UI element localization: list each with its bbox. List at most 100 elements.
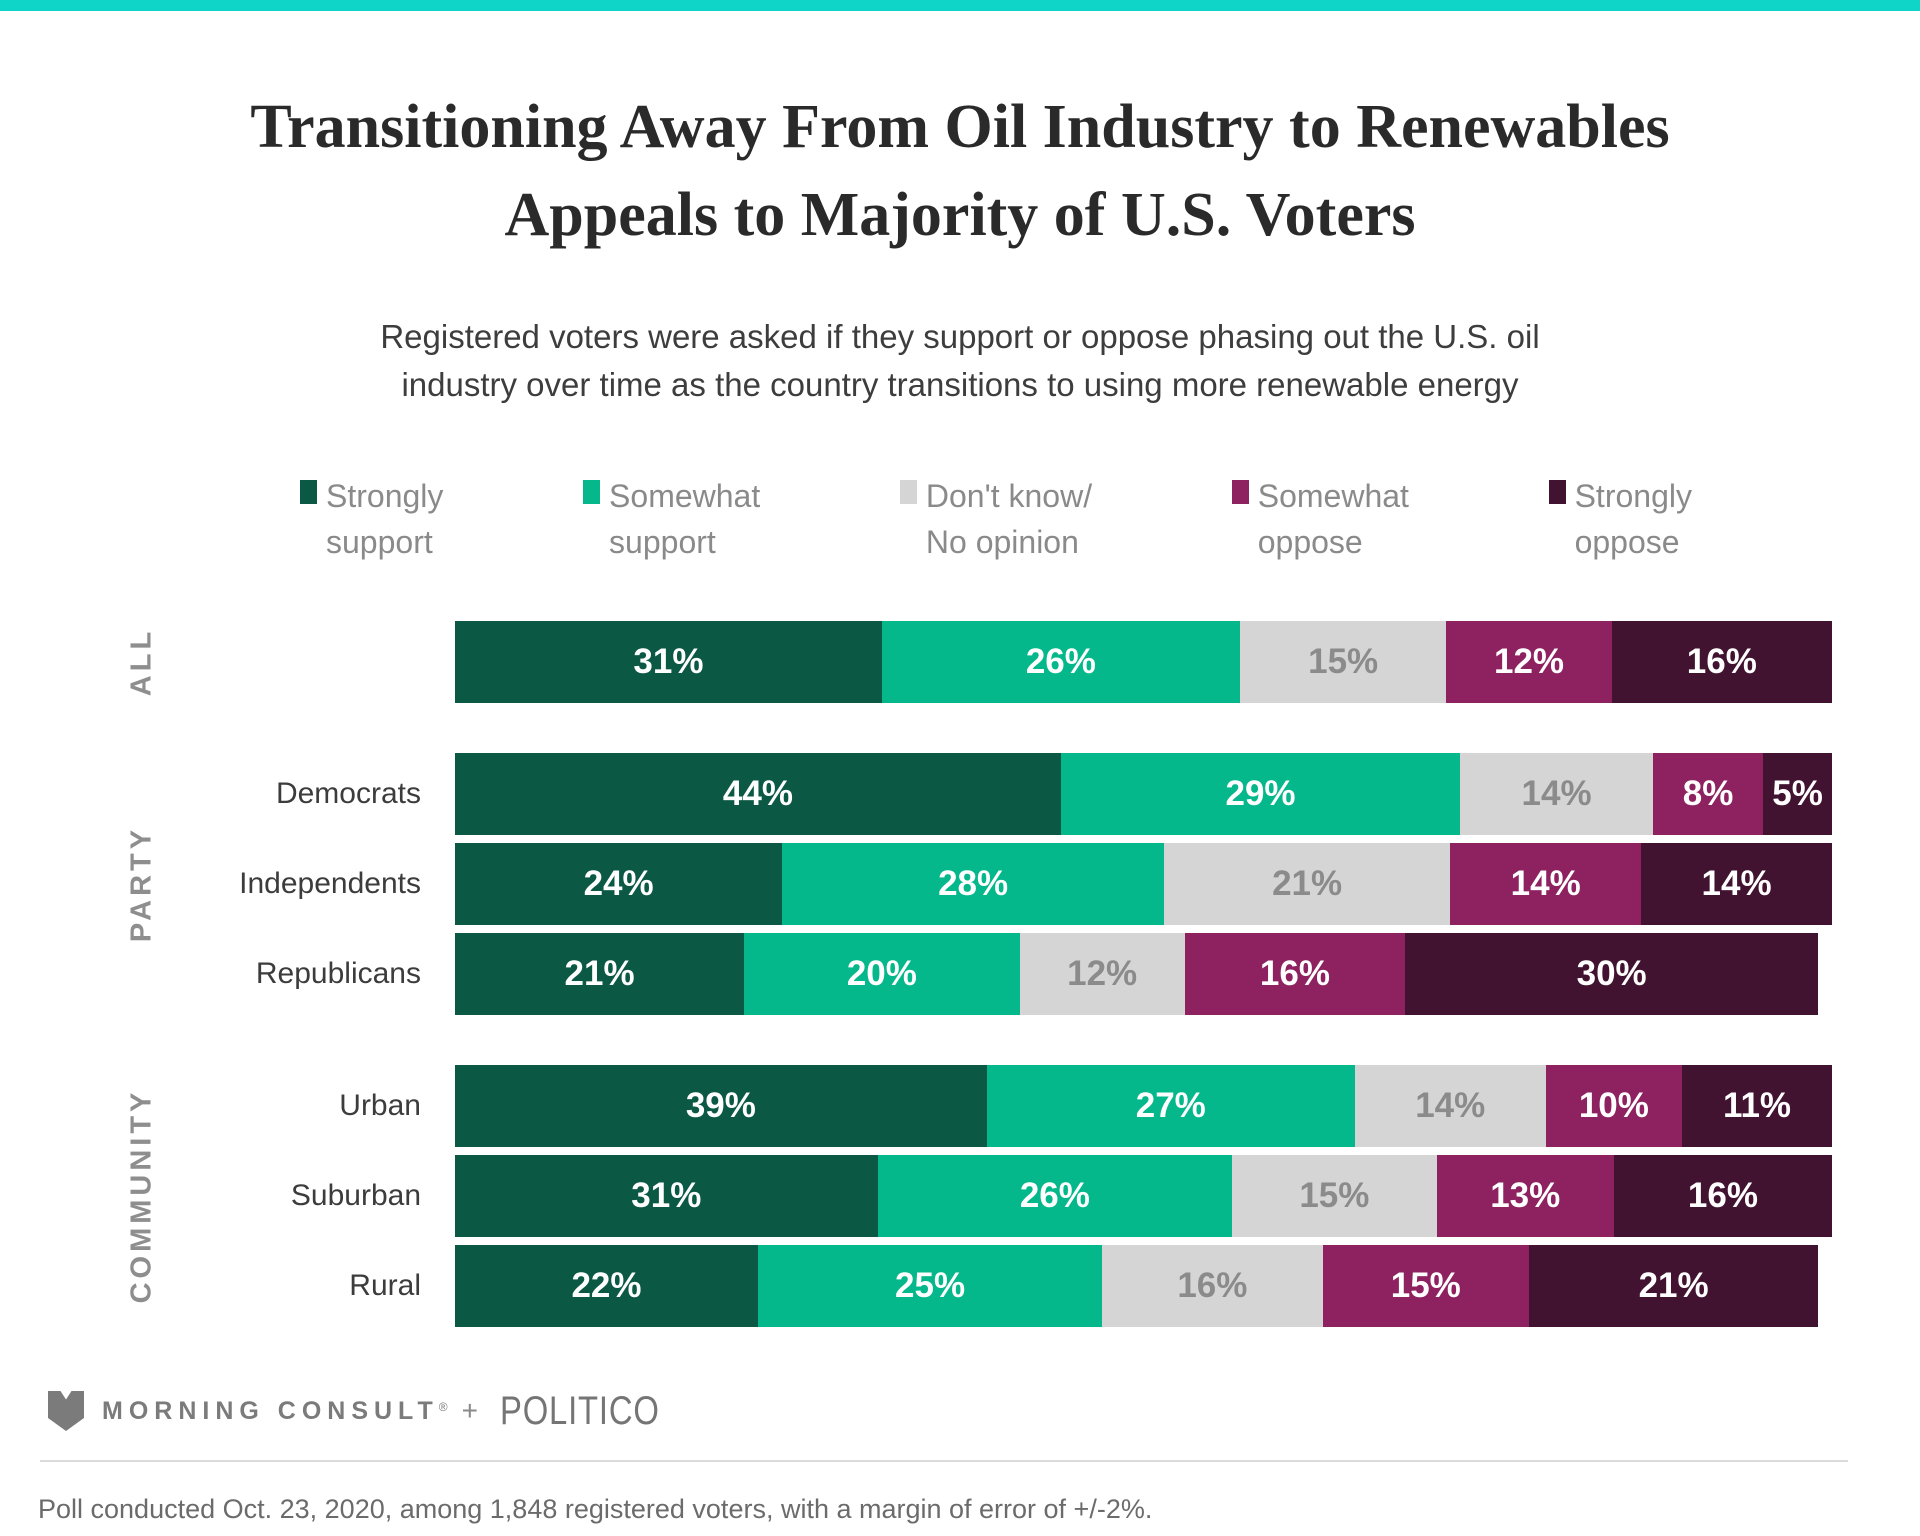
segment-value: 26% xyxy=(1019,1175,1090,1215)
legend-label: Strongly oppose xyxy=(1575,473,1692,565)
segment-value: 12% xyxy=(1494,641,1565,681)
bar-segment: 44% xyxy=(455,752,1061,835)
page-title: Transitioning Away From Oil Industry to … xyxy=(0,83,1920,259)
poll-methodology-note: Poll conducted Oct. 23, 2020, among 1,84… xyxy=(38,1493,1153,1524)
chart-row: Republicans 21% 20% 12% 16% 30% xyxy=(40,932,1832,1015)
segment-value: 10% xyxy=(1578,1085,1649,1125)
segment-value: 15% xyxy=(1390,1265,1461,1305)
bar-segment: 31% xyxy=(455,620,882,703)
bar-segment: 31% xyxy=(455,1154,878,1237)
chart-subtitle: Registered voters were asked if they sup… xyxy=(380,318,1540,403)
bar-segment: 10% xyxy=(1545,1064,1683,1147)
segment-value: 28% xyxy=(938,863,1009,903)
bar-segment: 30% xyxy=(1405,932,1819,1015)
chart-group: COMMUNITY Urban 39% 27% 14% 10% 11% Suburban 31%… xyxy=(40,1064,1832,1327)
legend-item: Strongly support xyxy=(300,473,443,565)
segment-value: 16% xyxy=(1259,953,1330,993)
row-label: Republicans xyxy=(255,956,421,990)
segment-value: 44% xyxy=(722,773,793,813)
legend-item: Somewhat support xyxy=(583,473,760,565)
legend-label-line: Strongly xyxy=(326,477,444,514)
bar-segment: 39% xyxy=(455,1064,987,1147)
row-label: Suburban xyxy=(290,1178,421,1212)
segment-value: 5% xyxy=(1772,773,1823,813)
bar-segment: 14% xyxy=(1450,842,1642,925)
chart-row: Independents 24% 28% 21% 14% 14% xyxy=(40,842,1832,925)
bar-segment: 25% xyxy=(757,1244,1103,1327)
morning-consult-logo-icon xyxy=(48,1391,84,1432)
politico-wordmark: POLITICO xyxy=(499,1388,660,1433)
segment-value: 16% xyxy=(1687,1175,1758,1215)
bar-segment: 28% xyxy=(782,842,1164,925)
legend-label-line: No opinion xyxy=(925,523,1079,560)
segment-value: 30% xyxy=(1576,953,1647,993)
segment-value: 21% xyxy=(1638,1265,1709,1305)
row-label: Democrats xyxy=(275,776,421,810)
bar-segment: 21% xyxy=(1163,842,1451,925)
bar-segment: 16% xyxy=(1102,1244,1323,1327)
bar-segment: 13% xyxy=(1436,1154,1614,1237)
row-label: Rural xyxy=(349,1268,421,1302)
bar-segment: 11% xyxy=(1682,1064,1832,1147)
bar-segment: 29% xyxy=(1060,752,1461,835)
plus-separator: + xyxy=(461,1395,478,1427)
bar-segment: 21% xyxy=(455,932,745,1015)
legend-label: Somewhat support xyxy=(609,473,760,565)
bar-segment: 21% xyxy=(1529,1244,1819,1327)
bar-segment: 22% xyxy=(455,1244,758,1327)
legend-label: Strongly support xyxy=(326,473,443,565)
bar-segment: 27% xyxy=(986,1064,1355,1147)
row-label: Urban xyxy=(339,1088,421,1122)
bar-segment: 14% xyxy=(1354,1064,1546,1147)
legend-label-line: support xyxy=(326,523,433,560)
segment-value: 14% xyxy=(1701,863,1772,903)
legend-item: Don't know/No opinion xyxy=(899,473,1092,565)
bar-segment: 14% xyxy=(1641,842,1832,925)
group-label: PARTY xyxy=(125,825,158,942)
bar-segment: 16% xyxy=(1613,1154,1832,1237)
segment-value: 25% xyxy=(895,1265,966,1305)
group-label: ALL xyxy=(125,627,158,696)
stacked-bar: 22% 25% 16% 15% 21% xyxy=(455,1244,1832,1327)
legend-label: Somewhat oppose xyxy=(1258,473,1409,565)
page-title-line2: Appeals to Majority of U.S. Voters xyxy=(504,181,1416,250)
legend-label: Don't know/No opinion xyxy=(926,473,1092,565)
chart-row: Democrats 44% 29% 14% 8% 5% xyxy=(40,752,1832,835)
segment-value: 8% xyxy=(1682,773,1734,813)
segment-value: 15% xyxy=(1308,641,1379,681)
row-label: Independents xyxy=(239,866,421,900)
legend-swatch xyxy=(1231,479,1249,504)
page-title-line1: Transitioning Away From Oil Industry to … xyxy=(250,93,1670,161)
segment-value: 22% xyxy=(571,1265,642,1305)
bar-segment: 5% xyxy=(1763,752,1832,835)
chart-row: Urban 39% 27% 14% 10% 11% xyxy=(40,1064,1832,1147)
segment-value: 14% xyxy=(1510,863,1581,903)
stacked-bar: 31% 26% 15% 13% 16% xyxy=(455,1154,1832,1237)
group-label: COMMUNITY xyxy=(125,1088,158,1304)
segment-value: 11% xyxy=(1722,1085,1792,1125)
legend-label-line: support xyxy=(609,523,716,560)
chart-row: Suburban 31% 26% 15% 13% 16% xyxy=(40,1154,1832,1237)
footer-logos: MORNING CONSULT ® + POLITICO xyxy=(46,1389,1920,1434)
bar-segment: 20% xyxy=(744,932,1020,1015)
legend-swatch xyxy=(1548,479,1566,504)
segment-value: 12% xyxy=(1067,953,1138,993)
legend-item: Strongly oppose xyxy=(1548,473,1692,565)
stacked-bar: 21% 20% 12% 16% 30% xyxy=(455,932,1832,1015)
segment-value: 16% xyxy=(1177,1265,1248,1305)
stacked-bar: 39% 27% 14% 10% 11% xyxy=(455,1064,1832,1147)
bar-segment: 8% xyxy=(1652,752,1764,835)
chart: ALL 31% 26% 15% 12% 16% PARTY Democrats 44% 29% 14… xyxy=(40,620,1832,1327)
bar-segment: 24% xyxy=(455,842,783,925)
legend-label-line: Somewhat xyxy=(609,477,761,514)
segment-value: 16% xyxy=(1686,641,1757,681)
segment-value: 39% xyxy=(685,1085,756,1125)
legend-label-line: Somewhat xyxy=(1257,477,1409,514)
chart-group: ALL 31% 26% 15% 12% 16% xyxy=(40,620,1832,703)
segment-value: 31% xyxy=(631,1175,702,1215)
legend-label-line: oppose xyxy=(1257,523,1363,560)
segment-value: 24% xyxy=(583,863,654,903)
legend-swatch xyxy=(899,479,917,504)
legend: Strongly support Somewhat support Don't know… xyxy=(300,473,1692,565)
bar-segment: 16% xyxy=(1184,932,1406,1015)
